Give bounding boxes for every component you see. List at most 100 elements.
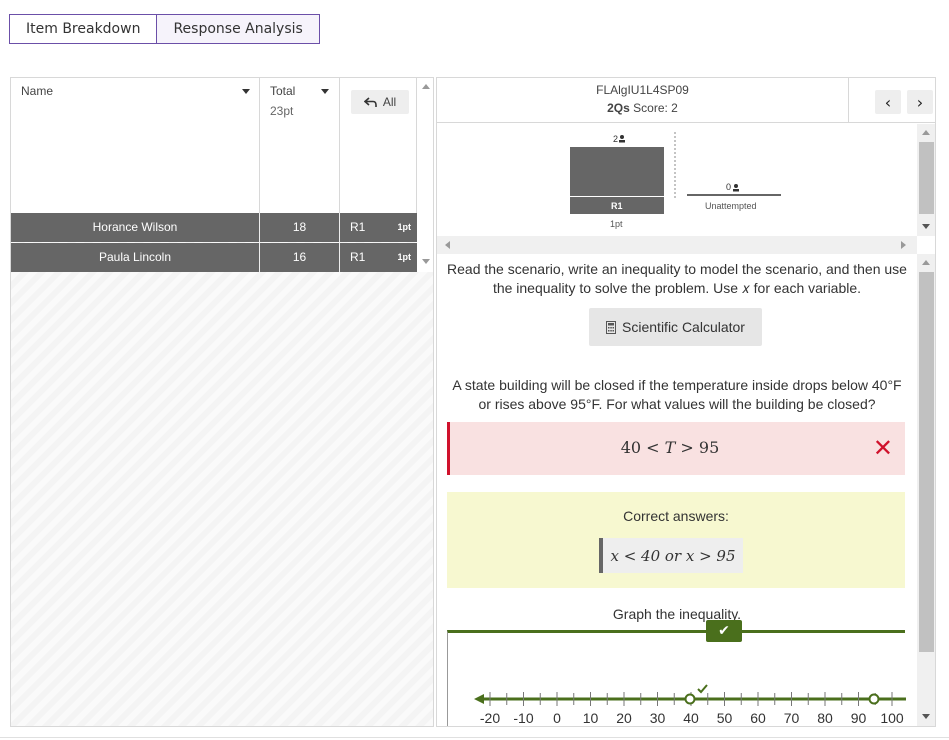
question-code: FLAlgIU1L4SP09 <box>596 83 689 97</box>
back-arrow-icon <box>363 96 377 107</box>
number-line-ticks <box>489 692 893 706</box>
question-scenario: A state building will be closed if the t… <box>452 377 902 412</box>
tick-label: 60 <box>750 710 766 726</box>
incorrect-x-icon: ✕ <box>872 434 893 462</box>
question-detail-panel: FLAlgIU1L4SP09 2Qs Score: 2 ‹ › 2 R1 1pt <box>436 77 936 727</box>
correct-answer-value: 𝑥 < 40 or 𝑥 > 95 <box>599 538 743 573</box>
item-points: 1pt <box>397 252 412 262</box>
question-content: Read the scenario, write an inequality t… <box>437 254 917 726</box>
tab-response-analysis[interactable]: Response Analysis <box>157 14 320 44</box>
scroll-up-icon[interactable] <box>422 84 430 89</box>
bar1-count: 2 <box>613 134 618 144</box>
chart-horizontal-scrollbar[interactable] <box>437 236 917 254</box>
scroll-down-icon[interactable] <box>422 259 430 264</box>
bar-unattempted[interactable] <box>687 194 781 196</box>
item-label: R1 <box>350 250 366 264</box>
tick-label: 30 <box>650 710 666 726</box>
scroll-down-icon[interactable] <box>922 714 930 719</box>
score-label: Score: 2 <box>633 101 678 115</box>
next-question-button[interactable]: › <box>907 90 933 114</box>
scroll-right-icon[interactable] <box>901 241 906 249</box>
calculator-label: Scientific Calculator <box>622 319 745 335</box>
sort-caret-icon[interactable] <box>321 89 329 94</box>
chevron-right-icon: › <box>916 92 924 112</box>
question-count: 2Qs <box>607 101 630 115</box>
total-header-label: Total <box>270 84 296 98</box>
number-line: -20 -10 0 10 20 30 40 50 60 70 80 90 100 <box>474 684 906 726</box>
previous-question-button[interactable]: ‹ <box>875 90 901 114</box>
student-total: 18 <box>260 213 340 242</box>
item-cell[interactable]: R1 1pt <box>340 213 417 242</box>
number-line-labels: -20 -10 0 10 20 30 40 50 60 70 80 90 100 <box>480 710 904 726</box>
tick-label: 70 <box>784 710 800 726</box>
scroll-left-icon[interactable] <box>445 241 450 249</box>
scroll-up-icon[interactable] <box>922 130 930 135</box>
page-divider <box>0 737 949 738</box>
tick-label: -20 <box>480 710 500 726</box>
student-total: 16 <box>260 243 340 272</box>
tick-label: 100 <box>880 710 904 726</box>
bar2-label: Unattempted <box>705 201 757 211</box>
tick-label: 10 <box>583 710 599 726</box>
tick-label: 0 <box>553 710 561 726</box>
person-icon <box>733 184 739 192</box>
table-scrollbar[interactable] <box>417 78 433 272</box>
scroll-up-icon[interactable] <box>922 260 930 265</box>
table-row[interactable]: Horance Wilson 18 R1 1pt <box>11 213 417 242</box>
tick-label: 40 <box>683 710 699 726</box>
student-table-header: Name Total 23pt All <box>11 78 417 213</box>
content-vertical-scrollbar[interactable] <box>917 254 935 726</box>
arrow-left-icon <box>474 694 484 704</box>
tab-item-breakdown[interactable]: Item Breakdown <box>9 14 158 44</box>
student-name[interactable]: Paula Lincoln <box>11 243 260 272</box>
total-column-header[interactable]: Total 23pt <box>260 78 340 213</box>
total-points-label: 23pt <box>270 104 294 118</box>
graph-title: Graph the inequality. <box>612 606 742 622</box>
bar-r1[interactable] <box>570 147 664 196</box>
question-nav: ‹ › <box>848 78 935 123</box>
correct-check-icon: ✔ <box>706 620 742 642</box>
report-tabs: Item Breakdown Response Analysis <box>9 14 320 44</box>
show-all-label: All <box>382 95 397 109</box>
show-all-button[interactable]: All <box>351 90 409 114</box>
question-prompt: Read the scenario, write an inequality t… <box>447 261 907 296</box>
tick-label: 80 <box>817 710 833 726</box>
scroll-thumb[interactable] <box>919 142 934 214</box>
all-column-header: All <box>340 78 417 213</box>
bar1-points: 1pt <box>610 219 623 229</box>
open-point-40 <box>684 693 696 705</box>
calculator-icon <box>606 320 617 334</box>
name-header-label: Name <box>21 84 54 98</box>
scientific-calculator-button[interactable]: Scientific Calculator <box>589 308 762 346</box>
graph-answer-box: ✔ -20 -10 0 10 20 30 40 50 60 70 80 90 100 <box>447 620 906 726</box>
bar1-label: R1 <box>611 201 623 211</box>
chevron-left-icon: ‹ <box>884 92 892 112</box>
question-score: 2Qs Score: 2 <box>437 101 848 115</box>
student-name[interactable]: Horance Wilson <box>11 213 260 242</box>
response-distribution-chart: 2 R1 1pt 0 Unattempted <box>437 124 917 236</box>
chart-vertical-scrollbar[interactable] <box>917 124 935 236</box>
question-header: FLAlgIU1L4SP09 2Qs Score: 2 ‹ › <box>437 78 935 123</box>
scroll-thumb[interactable] <box>919 272 934 652</box>
tick-label: 20 <box>616 710 632 726</box>
open-point-95 <box>868 693 880 705</box>
item-label: R1 <box>350 220 366 234</box>
bar-r1-label-bg <box>570 197 664 214</box>
item-cell[interactable]: R1 1pt <box>340 243 417 272</box>
person-icon <box>619 135 625 143</box>
student-answer-box: 40 < 𝑇 > 95 ✕ <box>447 422 905 475</box>
tick-label: 50 <box>717 710 733 726</box>
table-row[interactable]: Paula Lincoln 16 R1 1pt <box>11 243 417 272</box>
scroll-down-icon[interactable] <box>922 224 930 229</box>
correct-answers-box: Correct answers: 𝑥 < 40 or 𝑥 > 95 <box>447 492 905 588</box>
student-table-panel: Name Total 23pt All Horance Wilson 18 R1… <box>10 77 434 727</box>
item-points: 1pt <box>397 222 412 232</box>
tick-label: -10 <box>513 710 533 726</box>
correct-answers-title: Correct answers: <box>623 508 729 524</box>
bar2-count: 0 <box>726 182 731 192</box>
sort-caret-icon[interactable] <box>242 89 250 94</box>
tick-label: 90 <box>851 710 867 726</box>
student-answer: 40 < 𝑇 > 95 <box>620 438 720 457</box>
point-check-icon <box>697 684 708 694</box>
name-column-header[interactable]: Name <box>11 78 260 213</box>
